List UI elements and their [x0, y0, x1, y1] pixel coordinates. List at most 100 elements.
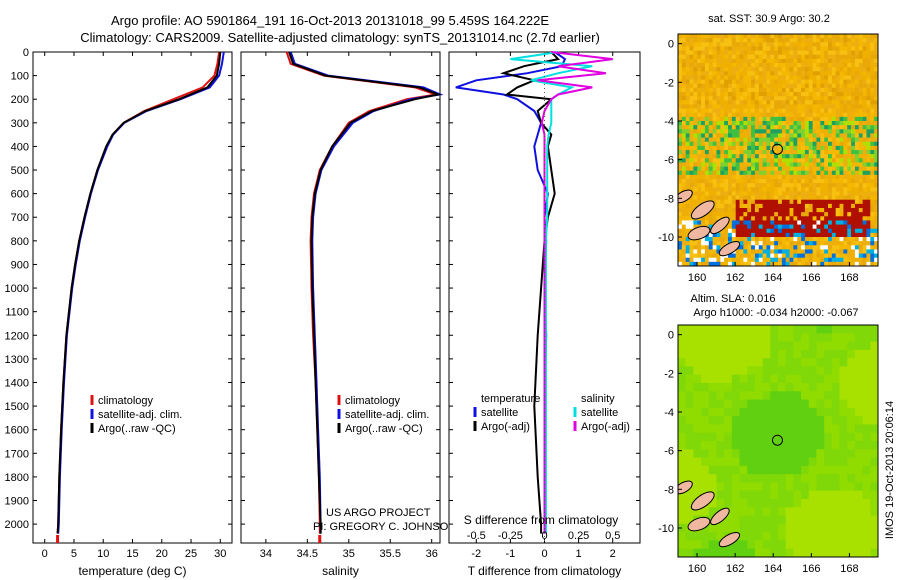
map-cell	[870, 129, 875, 134]
map-cell	[689, 141, 694, 147]
map-cell	[739, 224, 744, 230]
map-cell	[816, 540, 825, 550]
map-cell	[831, 358, 840, 367]
map-cell	[847, 75, 852, 80]
map-cell	[770, 482, 779, 492]
map-cell	[685, 540, 694, 550]
map-cell	[789, 241, 794, 246]
map-cell	[839, 121, 844, 126]
map-cell	[743, 79, 748, 85]
map-cell	[816, 257, 821, 263]
map-cell	[712, 145, 717, 151]
map-cell	[770, 457, 779, 467]
map-cell	[681, 257, 687, 263]
map-cell	[704, 166, 710, 172]
map-cell	[785, 245, 790, 250]
map-cell	[678, 67, 683, 72]
map-cell	[808, 100, 814, 105]
map-cell	[716, 424, 725, 434]
map-cell	[778, 158, 783, 163]
map-cell	[701, 195, 706, 201]
map-cell	[862, 58, 867, 64]
map-cell	[851, 46, 856, 51]
map-cell	[866, 241, 871, 246]
map-cell	[828, 253, 833, 259]
map-cell	[801, 191, 806, 196]
map-cell	[847, 490, 856, 500]
map-cell	[839, 50, 844, 56]
map-cell	[720, 158, 725, 163]
map-cell	[701, 46, 706, 51]
map-cell	[735, 79, 740, 85]
map-cell	[716, 121, 721, 126]
map-cell	[689, 121, 694, 126]
map-cell	[866, 195, 871, 201]
map-cell	[839, 220, 844, 225]
depth-tick-label: 1400	[5, 377, 29, 389]
map-cell	[685, 79, 690, 85]
map-cell	[824, 515, 833, 525]
map-cell	[708, 432, 717, 442]
map-cell	[816, 253, 821, 259]
map-cell	[816, 333, 825, 342]
map-cell	[858, 224, 864, 230]
map-cell	[720, 208, 725, 213]
map-cell	[701, 237, 706, 242]
map-cell	[839, 129, 844, 134]
map-cell	[808, 179, 814, 184]
map-cell	[762, 191, 767, 196]
map-cell	[839, 228, 844, 234]
map-cell	[770, 349, 779, 359]
legend-label: Argo(..raw -QC)	[98, 423, 176, 435]
map-cell	[824, 187, 829, 192]
map-cell	[824, 83, 829, 89]
map-cell	[831, 116, 837, 122]
map-cell	[839, 224, 844, 230]
map-cell	[716, 96, 721, 101]
map-cell	[839, 548, 848, 557]
map-cell	[712, 191, 717, 196]
map-cell	[747, 374, 756, 384]
map-cell	[685, 341, 694, 351]
map-cell	[747, 257, 752, 263]
map-cell	[835, 50, 840, 56]
annotation-project: US ARGO PROJECT	[326, 507, 431, 519]
map-cell	[843, 125, 848, 130]
map-cell	[778, 145, 783, 151]
map-cell	[697, 170, 702, 176]
map-cell	[801, 79, 806, 85]
map-cell	[854, 399, 864, 409]
map-cell	[678, 499, 687, 508]
map-cell	[858, 58, 864, 64]
map-cell	[766, 34, 771, 39]
map-cell	[839, 137, 844, 143]
map-cell	[754, 220, 760, 225]
map-cell	[785, 208, 790, 213]
map-cell	[858, 87, 864, 93]
map-cell	[824, 232, 829, 238]
map-cell	[789, 195, 794, 201]
map-cell	[678, 220, 683, 225]
map-cell	[862, 79, 867, 85]
map-cell	[839, 183, 844, 188]
map-cell	[804, 46, 810, 51]
map-cell	[793, 482, 802, 492]
map-cell	[778, 349, 787, 359]
map-cell	[762, 174, 767, 180]
map-cell	[754, 38, 760, 43]
map-cell	[762, 333, 771, 342]
map-cell	[816, 116, 821, 122]
map-cell	[681, 183, 687, 188]
map-cell	[847, 232, 852, 238]
map-cell	[724, 145, 729, 151]
map-cell	[762, 150, 767, 155]
map-cell	[785, 183, 790, 188]
map-cell	[681, 112, 687, 118]
map-cell	[701, 341, 710, 351]
map-cell	[720, 179, 725, 184]
map-cell	[824, 174, 829, 180]
map-cell	[824, 71, 829, 76]
map-cell	[731, 191, 737, 196]
map-cell	[724, 341, 733, 351]
map-cell	[866, 208, 871, 213]
